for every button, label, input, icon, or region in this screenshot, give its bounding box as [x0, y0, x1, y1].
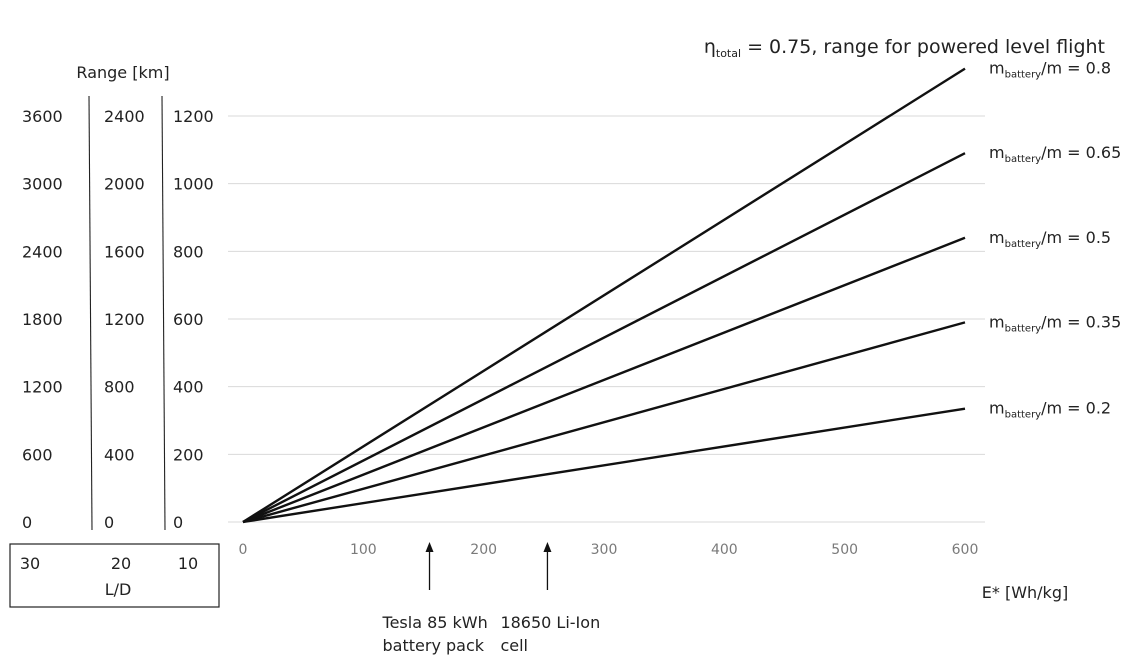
ld-value: 10 [178, 554, 198, 573]
y-tick-label: 600 [22, 445, 53, 464]
scale-separator [161, 95, 166, 531]
ld-value: 30 [20, 554, 40, 573]
ld-value: 20 [111, 554, 131, 573]
x-tick-label: 600 [952, 542, 979, 558]
annotation-arrow-head [543, 542, 552, 552]
x-tick-label: 100 [350, 542, 377, 558]
series-labels: mbattery/m = 0.8 mbattery/m = 0.65 mbatter… [989, 59, 1121, 421]
series-lines [242, 67, 966, 524]
y-tick-label: 1200 [104, 310, 145, 329]
y-tick-label: 800 [173, 242, 204, 261]
y-tick-label: 600 [173, 310, 204, 329]
x-tick-label: 200 [470, 542, 497, 558]
y-tick-label: 400 [104, 445, 135, 464]
y-tick-label: 2400 [104, 107, 145, 126]
x-tick-label: 0 [239, 542, 248, 558]
y-tick-label: 1800 [22, 310, 63, 329]
y-tick-label: 1200 [173, 107, 214, 126]
y-tick-label: 0 [22, 513, 32, 532]
chart-title: ηtotal = 0.75, range for powered level f… [704, 36, 1105, 60]
y-tick-label: 1000 [173, 175, 214, 194]
y-tick-label: 2000 [104, 175, 145, 194]
y-tick-label: 3000 [22, 175, 63, 194]
y-tick-label: 800 [104, 378, 135, 397]
series-line [242, 152, 966, 524]
series-label: mbattery/m = 0.2 [989, 399, 1111, 421]
y-tick-label: 0 [173, 513, 183, 532]
annotation-text: Tesla 85 kWh [382, 613, 488, 632]
series-line [242, 321, 966, 524]
series-line [242, 407, 966, 524]
series-line [242, 236, 966, 524]
y-tick-label: 0 [104, 513, 114, 532]
ld-box [9, 543, 220, 608]
y-tick-label: 2400 [22, 242, 63, 261]
annotation-arrow-head [425, 542, 434, 552]
x-tick-label: 500 [831, 542, 858, 558]
series-label: mbattery/m = 0.65 [989, 143, 1121, 165]
y-tick-label: 1600 [104, 242, 145, 261]
series-line [242, 67, 966, 524]
x-tick-label: 300 [591, 542, 618, 558]
y-axis-label: Range [km] [76, 63, 169, 82]
y-axis-scales: 0 600 1200 1800 2400 3000 3600 30 0 400 800 1200 160… [20, 95, 214, 573]
annotation-text: cell [500, 636, 528, 655]
y-tick-label: 200 [173, 445, 204, 464]
scale-separator [88, 95, 93, 531]
x-axis-label: E* [Wh/kg] [982, 583, 1068, 602]
series-label: mbattery/m = 0.8 [989, 59, 1111, 81]
gridlines [228, 115, 985, 523]
y-tick-label: 1200 [22, 378, 63, 397]
series-label: mbattery/m = 0.35 [989, 312, 1121, 334]
ld-axis-label: L/D [105, 580, 132, 599]
y-tick-label: 3600 [22, 107, 63, 126]
series-label: mbattery/m = 0.5 [989, 228, 1111, 250]
annotations: Tesla 85 kWh battery pack 18650 Li-Ion cell [382, 542, 600, 655]
x-axis: 0 100 200 300 400 500 600 [239, 542, 979, 558]
annotation-text: 18650 Li-Ion [500, 613, 600, 632]
y-tick-label: 400 [173, 378, 204, 397]
annotation-text: battery pack [383, 636, 485, 655]
x-tick-label: 400 [711, 542, 738, 558]
